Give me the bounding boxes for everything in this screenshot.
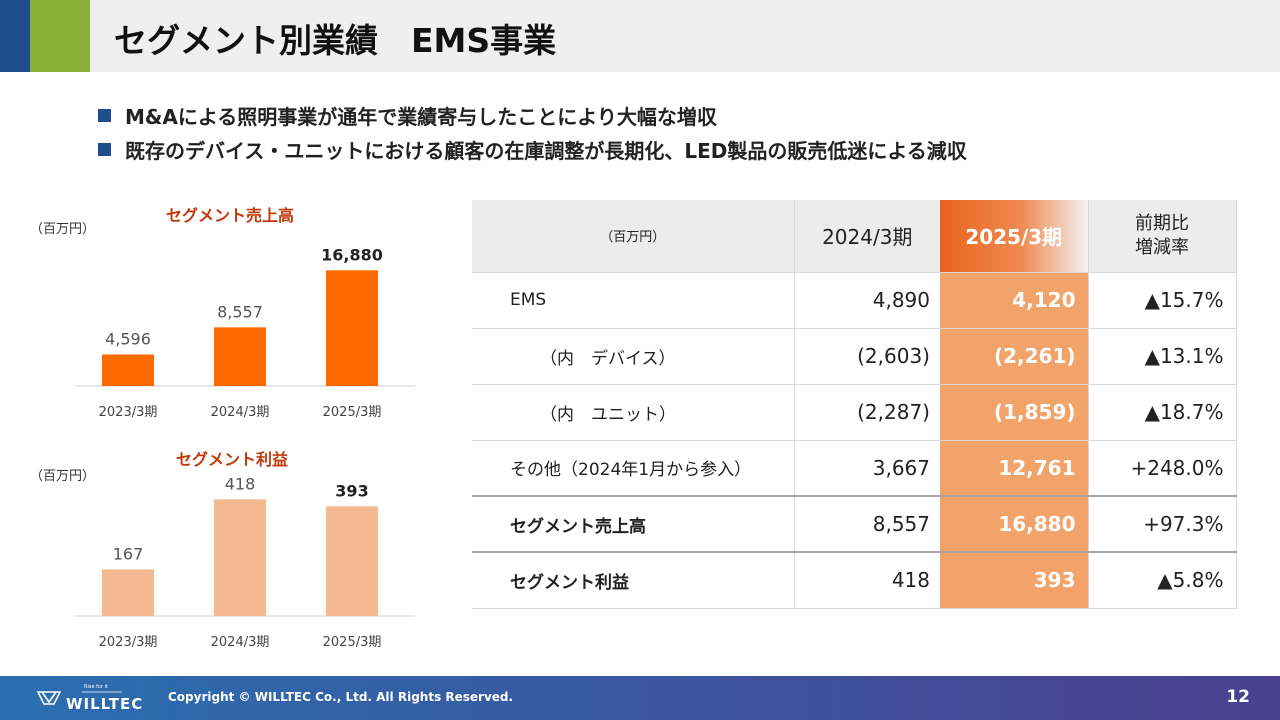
logo-tagline: Rise for it bbox=[84, 684, 108, 690]
profit-chart: 167 2023/3期 418 2024/3期 393 2025/3期 bbox=[75, 470, 415, 664]
row-label: （内 ユニット） bbox=[472, 384, 794, 441]
col-header-curr: 2025/3期 bbox=[940, 200, 1088, 272]
page-number: 12 bbox=[1226, 687, 1250, 707]
row-rate: +97.3% bbox=[1087, 495, 1237, 553]
col-header-prev: 2024/3期 bbox=[793, 200, 940, 272]
row-prev: 4,890 bbox=[793, 271, 940, 329]
sales-chart: 4,596 2023/3期 8,557 2024/3期 16,880 2025/3期 bbox=[75, 230, 415, 434]
sales-data-label: 8,557 bbox=[217, 302, 263, 321]
willtec-logo: Rise for it WILLTEC bbox=[36, 684, 156, 714]
row-curr: 4,120 bbox=[940, 271, 1088, 329]
segment-results-table: （百万円） 2024/3期 2025/3期 前期比 増減率 EMS 4,890 … bbox=[472, 200, 1237, 609]
sales-chart-svg: 4,596 2023/3期 8,557 2024/3期 16,880 2025/3期 bbox=[75, 245, 415, 420]
sales-tick-label: 2024/3期 bbox=[211, 405, 270, 420]
table-row: EMS 4,890 4,120 ▲15.7% bbox=[472, 271, 1237, 329]
square-bullet-icon bbox=[98, 108, 111, 122]
profit-chart-unit: （百万円） bbox=[30, 469, 96, 484]
header-accent-blue bbox=[0, 0, 30, 72]
sales-chart-title: セグメント売上高 bbox=[166, 206, 295, 225]
sales-bar bbox=[214, 327, 266, 386]
header-accent-green bbox=[30, 0, 90, 72]
row-label: セグメント利益 bbox=[472, 551, 794, 609]
table-row: （内 ユニット） (2,287) (1,859) ▲18.7% bbox=[472, 384, 1237, 441]
row-rate: ▲5.8% bbox=[1087, 551, 1237, 609]
sales-tick-label: 2025/3期 bbox=[323, 405, 382, 420]
profit-data-label: 393 bbox=[335, 481, 368, 500]
bullet-text: 既存のデバイス・ユニットにおける顧客の在庫調整が長期化、LED製品の販売低迷によ… bbox=[125, 138, 967, 163]
slide-footer: Rise for it WILLTEC Copyright © WILLTEC … bbox=[0, 676, 1280, 720]
row-rate: ▲15.7% bbox=[1087, 271, 1237, 329]
table-header-row: （百万円） 2024/3期 2025/3期 前期比 増減率 bbox=[472, 200, 1237, 272]
profit-bar bbox=[214, 499, 266, 616]
row-label: セグメント売上高 bbox=[472, 495, 794, 553]
sales-chart-unit: （百万円） bbox=[30, 222, 96, 237]
col-header-rate-line2: 増減率 bbox=[1135, 236, 1189, 258]
profit-bar bbox=[102, 569, 154, 616]
sales-bar bbox=[326, 270, 378, 386]
profit-data-label: 418 bbox=[225, 474, 256, 493]
row-rate: +248.0% bbox=[1087, 440, 1237, 497]
sales-data-label: 16,880 bbox=[321, 245, 383, 264]
row-curr: (1,859) bbox=[940, 384, 1088, 441]
summary-bullets: M&Aによる照明事業が通年で業績寄与したことにより大幅な増収 既存のデバイス・ユ… bbox=[98, 98, 967, 166]
willtec-logo-mark-icon bbox=[36, 691, 122, 705]
row-rate: ▲18.7% bbox=[1087, 384, 1237, 441]
bullet-text: M&Aによる照明事業が通年で業績寄与したことにより大幅な増収 bbox=[125, 104, 717, 129]
sales-tick-label: 2023/3期 bbox=[99, 405, 158, 420]
row-curr: 393 bbox=[940, 551, 1088, 609]
row-prev: (2,603) bbox=[793, 328, 940, 385]
profit-tick-label: 2025/3期 bbox=[323, 635, 382, 650]
profit-chart-title: セグメント利益 bbox=[176, 450, 289, 469]
table-row: セグメント利益 418 393 ▲5.8% bbox=[472, 551, 1237, 609]
profit-tick-label: 2023/3期 bbox=[99, 635, 158, 650]
slide-header: セグメント別業績 EMS事業 bbox=[0, 0, 1280, 72]
profit-tick-label: 2024/3期 bbox=[211, 635, 270, 650]
bullet-item: M&Aによる照明事業が通年で業績寄与したことにより大幅な増収 bbox=[98, 98, 967, 132]
row-curr: (2,261) bbox=[940, 328, 1088, 385]
logo-text: WILLTEC bbox=[66, 695, 144, 713]
row-label: その他（2024年1月から参入） bbox=[472, 440, 794, 497]
table-unit-label: （百万円） bbox=[472, 200, 794, 272]
page-title: セグメント別業績 EMS事業 bbox=[114, 21, 557, 60]
square-bullet-icon bbox=[98, 142, 111, 156]
row-prev: 418 bbox=[793, 551, 940, 609]
table-row: （内 デバイス） (2,603) (2,261) ▲13.1% bbox=[472, 328, 1237, 385]
profit-data-label: 167 bbox=[113, 544, 144, 563]
row-label: EMS bbox=[472, 271, 794, 329]
table-row: セグメント売上高 8,557 16,880 +97.3% bbox=[472, 495, 1237, 553]
row-prev: 3,667 bbox=[793, 440, 940, 497]
row-curr: 12,761 bbox=[940, 440, 1088, 497]
copyright: Copyright © WILLTEC Co., Ltd. All Rights… bbox=[168, 690, 514, 704]
row-prev: (2,287) bbox=[793, 384, 940, 441]
sales-data-label: 4,596 bbox=[105, 329, 151, 348]
bullet-item: 既存のデバイス・ユニットにおける顧客の在庫調整が長期化、LED製品の販売低迷によ… bbox=[98, 132, 967, 166]
col-header-rate-line1: 前期比 bbox=[1135, 212, 1189, 234]
row-curr: 16,880 bbox=[940, 495, 1088, 553]
table-row: その他（2024年1月から参入） 3,667 12,761 +248.0% bbox=[472, 440, 1237, 497]
profit-bar bbox=[326, 506, 378, 616]
profit-chart-svg: 167 2023/3期 418 2024/3期 393 2025/3期 bbox=[75, 474, 415, 650]
row-label: （内 デバイス） bbox=[472, 328, 794, 385]
row-rate: ▲13.1% bbox=[1087, 328, 1237, 385]
col-header-rate: 前期比 増減率 bbox=[1087, 200, 1237, 272]
sales-bar bbox=[102, 354, 154, 386]
row-prev: 8,557 bbox=[793, 495, 940, 553]
